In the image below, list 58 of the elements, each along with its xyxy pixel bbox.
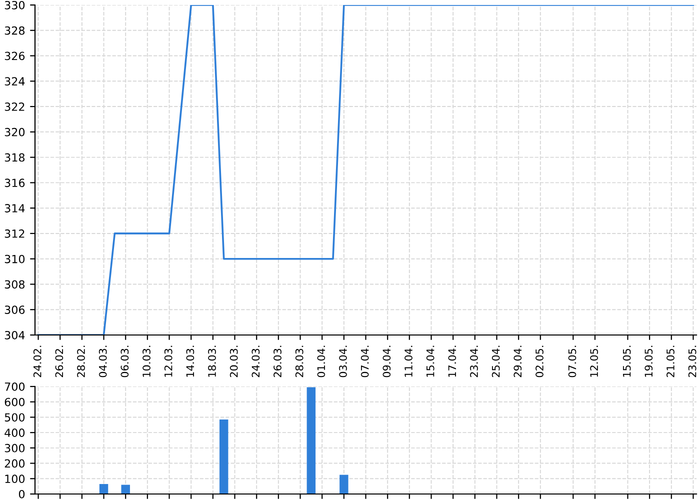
- y-tick-label: 314: [4, 204, 25, 212]
- y-tick-label: 318: [4, 153, 25, 162]
- y-tick-label: 306: [4, 306, 25, 314]
- x-tick-label: 15.04.: [426, 346, 434, 377]
- y-tick-label: 700: [4, 382, 25, 391]
- x-tick-label: 28.02.: [77, 346, 85, 378]
- y-tick-label: 200: [4, 459, 25, 468]
- x-tick-label: 28.03.: [295, 346, 304, 378]
- y-tick-label: 300: [4, 444, 25, 452]
- x-tick-label: 10.03.: [142, 346, 150, 377]
- y-tick-label: 322: [4, 102, 24, 111]
- y-tick-label: 100: [5, 474, 25, 484]
- x-tick-label: 29.04.: [514, 346, 522, 378]
- y-tick-label: 326: [4, 52, 25, 60]
- y-tick-label: 500: [4, 413, 25, 422]
- x-tick-label: 19.05.: [644, 346, 653, 377]
- y-tick-label: 600: [4, 398, 25, 406]
- x-tick-label: 04.03.: [98, 346, 107, 378]
- x-tick-label: 09.04.: [382, 346, 391, 378]
- y-tick-label: 304: [4, 330, 25, 340]
- y-tick-label: 308: [4, 280, 25, 289]
- line-series: [37, 5, 694, 335]
- y-tick-label: 310: [4, 254, 25, 264]
- x-tick-label: 26.02.: [55, 346, 64, 378]
- y-tick-label: 330: [4, 0, 25, 10]
- x-tick-label: 14.03.: [186, 346, 194, 377]
- x-tick-label: 18.03.: [208, 346, 216, 377]
- x-tick-label: 07.05.: [568, 346, 576, 378]
- x-tick-label: 25.04.: [492, 346, 500, 378]
- x-tick-label: 21.05.: [666, 346, 674, 378]
- x-tick-label: 06.03.: [120, 346, 129, 378]
- bar: [306, 387, 316, 494]
- y-tick-label: 316: [4, 178, 25, 188]
- x-tick-label: 26.03.: [274, 346, 282, 378]
- x-tick-label: 15.05.: [622, 346, 631, 377]
- x-tick-label: 01.04.: [317, 346, 326, 378]
- x-tick-label: 12.03.: [164, 346, 172, 377]
- y-tick-label: 312: [4, 229, 24, 238]
- x-tick-label: 24.03.: [252, 346, 260, 378]
- bar: [340, 474, 348, 494]
- bar: [219, 420, 228, 494]
- y-tick-label: 320: [4, 128, 25, 136]
- y-tick-label: 400: [4, 428, 25, 437]
- y-tick-label: 0: [18, 490, 25, 498]
- x-tick-label: 07.04.: [360, 346, 369, 378]
- x-tick-label: 11.04.: [404, 346, 412, 377]
- x-tick-label: 02.05.: [536, 346, 544, 378]
- x-tick-label: 03.04.: [339, 346, 347, 378]
- bar: [121, 484, 130, 494]
- x-tick-label: 23.05.: [688, 346, 696, 378]
- y-tick-label: 324: [4, 77, 25, 86]
- x-tick-label: 12.05.: [590, 346, 598, 377]
- x-tick-label: 24.02.: [33, 346, 42, 378]
- bar: [99, 484, 108, 494]
- x-tick-label: 20.03.: [230, 346, 238, 378]
- y-tick-label: 328: [4, 26, 25, 35]
- x-tick-label: 23.04.: [470, 346, 478, 378]
- x-tick-label: 17.04.: [448, 346, 456, 377]
